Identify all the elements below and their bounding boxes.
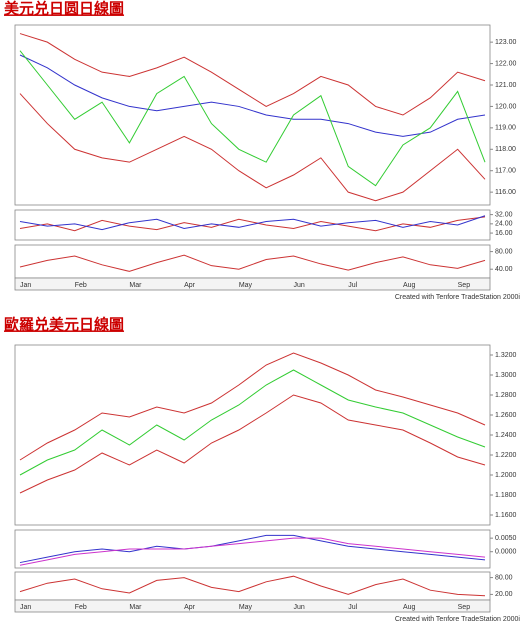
panel-frame bbox=[14, 529, 491, 569]
y-tick-label: 117.00 bbox=[495, 168, 516, 175]
x-tick-label: Feb bbox=[75, 282, 87, 289]
y-tick-label: 1.3200 bbox=[495, 352, 517, 359]
series-line bbox=[19, 534, 486, 564]
series-line bbox=[19, 575, 486, 597]
y-tick-label: 16.00 bbox=[495, 230, 513, 237]
x-tick-label: Jul bbox=[348, 604, 357, 611]
series-line bbox=[19, 537, 486, 566]
credit: Created with Tenfore TradeStation 2000i bbox=[395, 294, 521, 301]
y-tick-label: 1.2800 bbox=[495, 392, 517, 399]
x-tick-label: May bbox=[239, 282, 253, 289]
x-tick-label: Jan bbox=[20, 604, 31, 611]
x-tick-label: Jun bbox=[294, 282, 305, 289]
panel-frame bbox=[14, 244, 491, 279]
chart-title: 歐羅兑美元日線圖 bbox=[4, 315, 124, 333]
panel-frame bbox=[14, 209, 491, 241]
y-tick-label: 32.00 bbox=[495, 211, 513, 218]
y-tick-label: 1.3000 bbox=[495, 372, 517, 379]
series-line bbox=[19, 50, 486, 187]
series-line bbox=[19, 254, 486, 272]
series-line bbox=[19, 33, 486, 116]
x-tick-label: Apr bbox=[184, 282, 196, 289]
y-tick-label: 122.00 bbox=[495, 60, 517, 67]
credit: Created with Tenfore TradeStation 2000i bbox=[395, 616, 521, 621]
y-tick-label: 1.1600 bbox=[495, 512, 517, 519]
series-line bbox=[19, 216, 486, 232]
series-line bbox=[19, 215, 486, 231]
y-tick-label: 40.00 bbox=[495, 266, 513, 273]
x-axis-band bbox=[14, 277, 491, 291]
x-tick-label: Mar bbox=[129, 604, 142, 611]
y-tick-label: 1.2000 bbox=[495, 472, 517, 479]
x-tick-label: Aug bbox=[403, 282, 416, 289]
x-tick-label: Aug bbox=[403, 604, 416, 611]
y-tick-label: 24.00 bbox=[495, 221, 513, 228]
panel-frame bbox=[14, 344, 491, 526]
y-tick-label: 120.00 bbox=[495, 103, 517, 110]
series-line bbox=[19, 93, 486, 202]
series-line bbox=[19, 369, 486, 476]
x-tick-label: Jan bbox=[20, 282, 31, 289]
x-tick-label: Sep bbox=[458, 604, 471, 611]
chart-title: 美元兑日圆日線圖 bbox=[4, 0, 124, 17]
y-tick-label: 123.00 bbox=[495, 39, 517, 46]
panel-frame bbox=[14, 24, 491, 206]
x-tick-label: Jul bbox=[348, 282, 357, 289]
x-tick-label: Sep bbox=[458, 282, 471, 289]
x-tick-label: Jun bbox=[294, 604, 305, 611]
y-tick-label: 0.0000 bbox=[495, 549, 517, 556]
x-tick-label: Apr bbox=[184, 604, 196, 611]
y-tick-label: 1.2600 bbox=[495, 412, 517, 419]
y-tick-label: 0.0050 bbox=[495, 535, 517, 542]
x-axis-band bbox=[14, 599, 491, 613]
series-line bbox=[19, 352, 486, 461]
x-tick-label: Mar bbox=[129, 282, 142, 289]
y-tick-label: 20.00 bbox=[495, 591, 513, 598]
y-tick-label: 80.00 bbox=[495, 248, 513, 255]
y-tick-label: 1.2400 bbox=[495, 432, 517, 439]
y-tick-label: 116.00 bbox=[495, 189, 516, 196]
series-line bbox=[19, 54, 486, 137]
y-tick-label: 1.1800 bbox=[495, 492, 517, 499]
y-tick-label: 121.00 bbox=[495, 82, 517, 89]
x-tick-label: May bbox=[239, 604, 253, 611]
y-tick-label: 80.00 bbox=[495, 574, 513, 581]
y-tick-label: 1.2200 bbox=[495, 452, 517, 459]
y-tick-label: 118.00 bbox=[495, 146, 516, 153]
y-tick-label: 119.00 bbox=[495, 125, 516, 132]
x-tick-label: Feb bbox=[75, 604, 87, 611]
series-line bbox=[19, 394, 486, 494]
